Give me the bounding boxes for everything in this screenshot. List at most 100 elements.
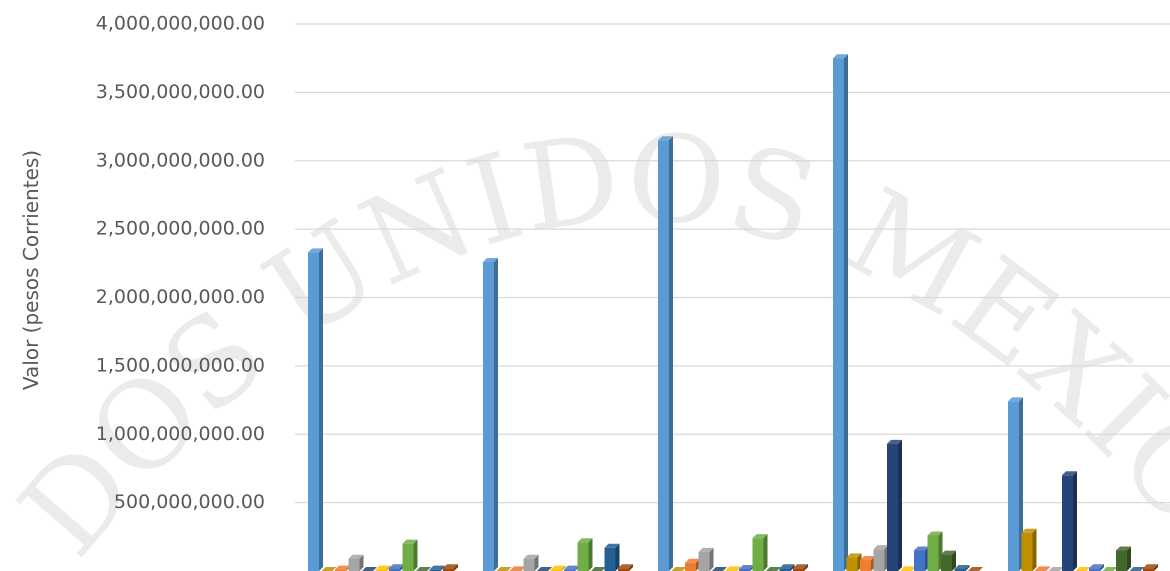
bar	[873, 545, 889, 571]
bar-side	[763, 534, 768, 571]
bar	[618, 564, 633, 571]
bar-side	[413, 539, 418, 571]
bar-side	[440, 565, 445, 571]
bar-side	[844, 54, 848, 571]
bar-top	[362, 567, 377, 571]
bar-top	[443, 564, 458, 569]
bar-side	[1127, 546, 1131, 571]
bar	[712, 567, 727, 571]
bar-front	[752, 538, 764, 571]
bar	[335, 565, 350, 571]
y-tick-label: 1,500,000,000.00	[96, 354, 265, 376]
y-tick-label: 4,000,000,000.00	[96, 13, 265, 35]
bar-top	[523, 554, 539, 559]
bar-top	[685, 558, 700, 563]
bar	[375, 565, 391, 571]
bar	[510, 566, 525, 571]
bar	[577, 538, 593, 571]
bar-side	[319, 248, 323, 571]
bar-side	[534, 554, 539, 571]
bar-front	[941, 554, 952, 571]
bar-top	[416, 567, 431, 571]
bar	[591, 567, 606, 571]
bar-front	[739, 568, 750, 571]
bar	[1102, 567, 1118, 571]
bar-top	[900, 566, 916, 571]
bar-top	[348, 554, 364, 559]
bar-top	[1129, 567, 1145, 571]
bar-side	[454, 564, 458, 571]
bar	[1048, 567, 1064, 571]
bar	[1143, 564, 1158, 571]
bar-top	[537, 567, 552, 571]
bar-front	[564, 569, 575, 571]
bar	[860, 556, 875, 571]
bar	[1129, 567, 1145, 571]
bar	[914, 546, 929, 571]
bar-front	[954, 568, 966, 571]
bar-top	[968, 567, 983, 571]
bar-front	[658, 140, 669, 571]
bar	[1116, 546, 1131, 571]
bar-side	[1100, 564, 1104, 571]
bar-side	[1046, 566, 1050, 571]
bar-top	[846, 553, 862, 558]
bar-top	[1021, 528, 1037, 533]
bar-top	[1062, 471, 1077, 476]
bar	[416, 567, 431, 571]
y-tick-label: 2,000,000,000.00	[96, 286, 265, 308]
bar	[941, 550, 956, 571]
bar-top	[483, 257, 498, 262]
bar-side	[952, 550, 956, 571]
bar	[604, 543, 620, 571]
bar-top	[1075, 567, 1091, 571]
bar-top	[550, 565, 566, 570]
bar	[900, 566, 916, 571]
y-tick-label: 2,500,000,000.00	[96, 218, 265, 240]
bar-side	[494, 257, 498, 571]
bar-side	[1032, 528, 1037, 571]
bar-side	[669, 136, 673, 571]
bar-front	[873, 549, 885, 571]
bar-top	[914, 546, 929, 551]
bar-front	[618, 568, 629, 571]
bar	[887, 439, 902, 571]
bar-side	[588, 538, 593, 571]
bar	[402, 539, 418, 571]
bar	[429, 565, 445, 571]
bar-top	[1035, 566, 1050, 571]
bar	[362, 567, 377, 571]
bar-front	[914, 550, 925, 571]
bar-front	[887, 443, 898, 571]
bar-top	[577, 538, 593, 543]
bar-top	[658, 136, 673, 141]
bar-front	[308, 252, 319, 571]
bar	[698, 547, 714, 571]
bar-side	[709, 547, 714, 571]
bar-side	[561, 565, 566, 571]
bar-side	[736, 566, 741, 571]
bar-side	[1154, 564, 1158, 571]
bar	[833, 54, 848, 571]
bar	[968, 567, 983, 571]
bar-front	[443, 568, 454, 571]
bar-top	[1008, 397, 1023, 402]
bar	[671, 567, 687, 571]
bar-top	[725, 566, 741, 571]
bar-top	[1143, 564, 1158, 569]
bar	[1075, 567, 1091, 571]
y-axis-title: Valor (pesos Corrientes)	[19, 150, 43, 390]
y-tick-label: 1,000,000,000.00	[96, 423, 265, 445]
y-tick-label: 500,000,000.00	[114, 491, 265, 513]
bar-front	[1062, 475, 1073, 571]
bar-side	[898, 439, 902, 571]
bar-top	[712, 567, 727, 571]
bar	[308, 248, 323, 571]
bar	[927, 531, 943, 571]
bar-top	[1102, 567, 1118, 571]
bar	[793, 564, 808, 571]
bar	[1021, 528, 1037, 571]
bar-top	[793, 564, 808, 569]
bar-front	[550, 569, 562, 571]
